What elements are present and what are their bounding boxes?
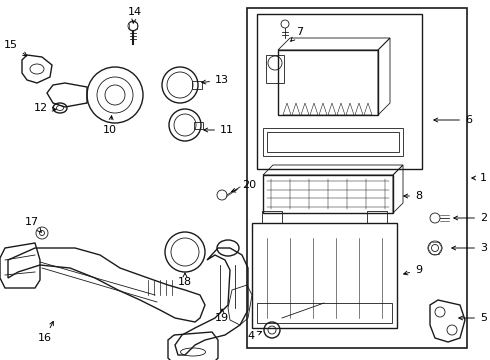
Bar	[267, 132, 399, 152]
Bar	[192, 81, 202, 89]
Text: 10: 10	[103, 116, 117, 135]
Bar	[266, 55, 284, 83]
Text: 4: 4	[248, 331, 262, 341]
Text: 5: 5	[459, 313, 487, 323]
Bar	[247, 8, 467, 348]
Bar	[367, 211, 387, 223]
Text: 9: 9	[404, 265, 422, 275]
Text: 18: 18	[178, 273, 192, 287]
Text: 12: 12	[34, 103, 56, 113]
Text: 3: 3	[452, 243, 487, 253]
Text: 8: 8	[404, 191, 422, 201]
Bar	[257, 14, 422, 169]
Text: 17: 17	[25, 217, 41, 232]
Text: 15: 15	[4, 40, 27, 56]
Text: 1: 1	[472, 173, 487, 183]
Text: 6: 6	[434, 115, 472, 125]
Bar	[263, 175, 393, 213]
Bar	[257, 303, 392, 323]
Text: 11: 11	[204, 125, 234, 135]
Bar	[194, 122, 203, 129]
Bar	[278, 50, 378, 115]
Text: 14: 14	[128, 7, 142, 23]
Text: 19: 19	[215, 309, 229, 323]
Text: 20: 20	[232, 180, 256, 192]
Text: 7: 7	[291, 27, 304, 41]
Text: 2: 2	[454, 213, 487, 223]
Bar	[263, 128, 403, 156]
Text: 13: 13	[202, 75, 229, 85]
Bar	[262, 211, 282, 223]
Text: 16: 16	[38, 321, 53, 343]
Bar	[252, 223, 397, 328]
